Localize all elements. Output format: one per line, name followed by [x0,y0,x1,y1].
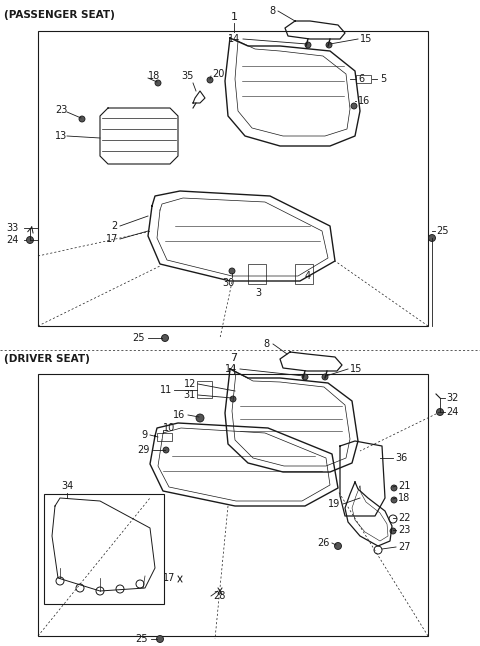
Text: 27: 27 [398,542,410,552]
Circle shape [390,528,396,534]
Text: 4: 4 [305,271,311,281]
Text: 1: 1 [230,12,238,22]
Bar [197,381,212,398]
Text: 23: 23 [398,525,410,535]
Text: 19: 19 [328,499,340,509]
Bar [38,374,428,636]
Text: 15: 15 [350,364,362,374]
Circle shape [305,42,311,48]
Circle shape [351,103,357,109]
Text: (PASSENGER SEAT): (PASSENGER SEAT) [4,10,115,20]
Text: 20: 20 [212,69,224,79]
Text: 6: 6 [358,74,364,84]
Text: 24: 24 [6,235,18,245]
Circle shape [436,408,444,415]
Text: 25: 25 [132,333,145,343]
Text: 8: 8 [264,339,270,349]
Bar [44,494,164,604]
Text: 17: 17 [163,573,175,583]
Circle shape [163,447,169,453]
Text: (DRIVER SEAT): (DRIVER SEAT) [4,354,90,364]
Circle shape [79,116,85,122]
Text: 22: 22 [398,513,410,523]
Text: 14: 14 [228,34,240,44]
Text: 8: 8 [270,6,276,16]
Circle shape [230,396,236,402]
Text: 18: 18 [148,71,160,81]
Text: 32: 32 [446,393,458,403]
Text: 26: 26 [318,538,330,548]
Text: 16: 16 [173,410,185,420]
Text: 3: 3 [255,288,261,298]
Text: 7: 7 [230,353,238,363]
Bar [356,75,371,83]
Text: 12: 12 [184,379,196,389]
Text: 17: 17 [106,234,118,244]
Text: 10: 10 [163,423,175,433]
Text: 16: 16 [358,96,370,106]
Text: 5: 5 [380,74,386,84]
Circle shape [322,374,328,380]
Text: 35: 35 [182,71,194,81]
Bar [38,31,428,326]
Text: 25: 25 [436,226,448,236]
Text: 25: 25 [135,634,148,644]
Circle shape [155,80,161,86]
Text: 15: 15 [360,34,372,44]
Text: 13: 13 [55,131,67,141]
Text: 36: 36 [395,453,407,463]
Text: 21: 21 [398,481,410,491]
Text: 33: 33 [6,223,18,233]
Text: 29: 29 [138,445,150,455]
Circle shape [335,543,341,550]
Circle shape [196,414,204,422]
Text: 34: 34 [61,481,73,491]
Bar [157,433,172,441]
Text: 9: 9 [142,430,148,440]
Text: 11: 11 [160,385,172,395]
Circle shape [161,335,168,342]
Circle shape [26,236,34,244]
Text: 28: 28 [213,591,226,601]
Circle shape [207,77,213,83]
Circle shape [302,374,308,380]
Text: 30: 30 [222,278,234,288]
Text: 14: 14 [225,364,237,374]
Circle shape [156,636,164,643]
Circle shape [391,485,397,491]
Circle shape [391,497,397,503]
Text: 23: 23 [55,105,67,115]
Bar [248,264,266,284]
Text: 31: 31 [184,390,196,400]
Circle shape [326,42,332,48]
Text: 2: 2 [112,221,118,231]
Circle shape [229,268,235,274]
Bar [295,264,313,284]
Circle shape [429,234,435,242]
Text: 18: 18 [398,493,410,503]
Text: 24: 24 [446,407,458,417]
